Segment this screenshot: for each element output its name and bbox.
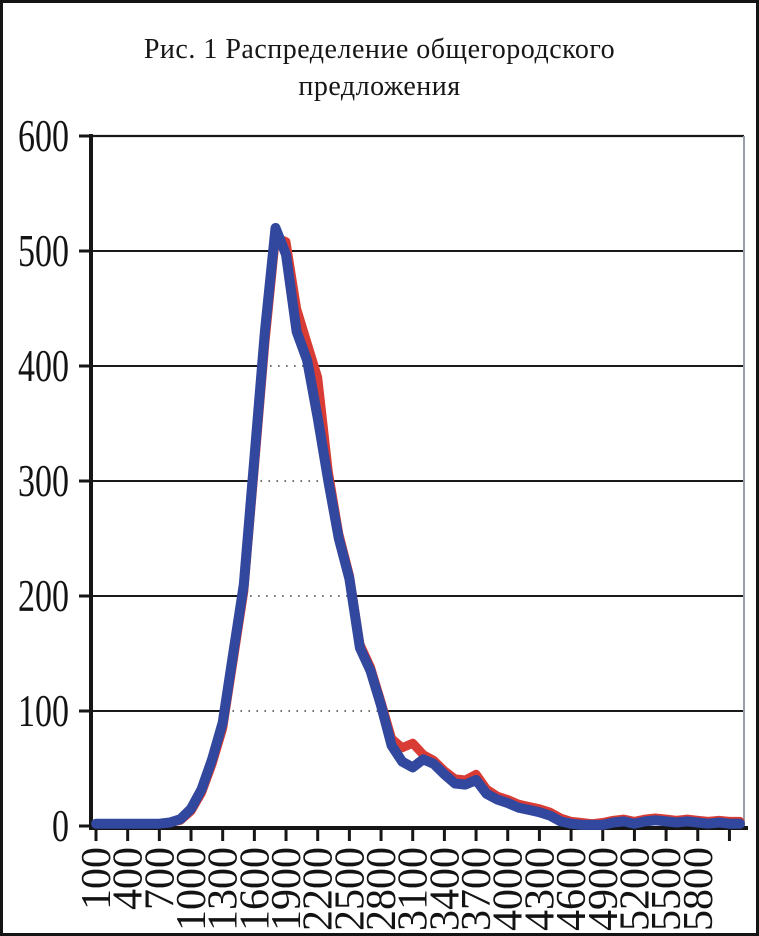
- x-axis-label: 5500: [644, 847, 690, 931]
- x-axis-label: 5800: [676, 847, 722, 931]
- x-axis-label: 100: [74, 847, 120, 910]
- series-line-blue-series: [91, 223, 745, 830]
- x-axis-label: 4600: [549, 847, 595, 931]
- chart-title-line2: предложения: [298, 71, 461, 102]
- y-axis-label: 400: [18, 341, 69, 391]
- x-axis-label: 1600: [232, 847, 278, 931]
- x-axis-label: 2500: [327, 847, 373, 931]
- x-axis-label: 4900: [581, 847, 627, 931]
- x-axis-label: 700: [137, 847, 183, 910]
- x-axis-label: 4300: [517, 847, 563, 931]
- y-axis-label: 500: [18, 226, 69, 276]
- x-axis-label: 3700: [454, 847, 500, 931]
- y-axis-label: 600: [18, 111, 69, 161]
- chart-svg: 0100200300400500600100400700100013001600…: [18, 111, 748, 931]
- x-axis-label: 1900: [264, 847, 310, 931]
- x-axis-label: 1000: [169, 847, 215, 931]
- x-axis-label: 4000: [486, 847, 532, 931]
- y-axis-label: 100: [18, 686, 69, 736]
- chart-title: Рис. 1 Распределение общегородского пред…: [3, 31, 756, 105]
- x-axis-label: 400: [106, 847, 152, 910]
- chart-title-line1: Рис. 1 Распределение общегородского: [143, 34, 616, 65]
- x-axis-label: 3400: [422, 847, 468, 931]
- x-axis-label: 3100: [391, 847, 437, 931]
- y-axis-label: 200: [18, 571, 69, 621]
- y-axis-label: 300: [18, 456, 69, 506]
- y-axis-label: 0: [52, 801, 69, 851]
- x-axis-label: 2800: [359, 847, 405, 931]
- x-axis-label: 1300: [201, 847, 247, 931]
- x-axis-label: 2200: [296, 847, 342, 931]
- series-line-red-series: [91, 232, 745, 829]
- x-axis-label: 5200: [612, 847, 658, 931]
